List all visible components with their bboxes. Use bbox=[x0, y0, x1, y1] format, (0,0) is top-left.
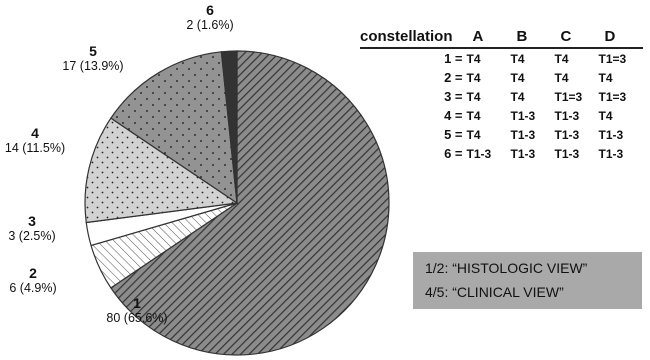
slice-label-6: 6 2 (1.6%) bbox=[180, 3, 240, 33]
slice-number-1: 1 bbox=[133, 295, 141, 311]
slice-label-2: 2 6 (4.9%) bbox=[2, 266, 64, 296]
view-legend-box: 1/2: “HISTOLOGIC VIEW” 4/5: “CLINICAL VI… bbox=[413, 252, 642, 309]
table-cell: T4 bbox=[466, 89, 481, 104]
slice-number-6: 6 bbox=[206, 2, 214, 18]
row-key: 1 = bbox=[444, 51, 463, 66]
table-cell: T1-3 bbox=[510, 146, 536, 161]
table-cell: T1-3 bbox=[598, 127, 624, 142]
table-row: 2 = T4 T4 T4 T4 bbox=[360, 68, 643, 87]
slice-value-3: 3 (2.5%) bbox=[8, 229, 56, 243]
table-row: 4 = T4 T1-3 T1-3 T4 bbox=[360, 106, 643, 125]
table-header: A bbox=[466, 28, 511, 49]
table-cell: T1=3 bbox=[598, 89, 627, 104]
table-cell: T4 bbox=[466, 70, 481, 85]
pie-slice-1 bbox=[110, 50, 390, 356]
table-cell: T1-3 bbox=[466, 146, 492, 161]
slice-label-5: 5 17 (13.9%) bbox=[58, 44, 128, 74]
table-cell: T1=3 bbox=[598, 51, 627, 66]
table-cell: T1-3 bbox=[554, 127, 580, 142]
table-row: 1 = T4 T4 T4 T1=3 bbox=[360, 48, 643, 68]
table-header: D bbox=[598, 28, 643, 49]
table-cell: T1-3 bbox=[598, 146, 624, 161]
slice-number-3: 3 bbox=[28, 213, 36, 229]
table-header: constellation bbox=[360, 28, 467, 49]
table-cell: T1-3 bbox=[510, 108, 536, 123]
slice-number-5: 5 bbox=[89, 43, 97, 59]
table-cell: T4 bbox=[598, 108, 613, 123]
table-cell: T4 bbox=[466, 51, 481, 66]
table-cell: T1-3 bbox=[554, 146, 580, 161]
table-header-row: constellation A B C D bbox=[360, 28, 643, 49]
table-cell: T4 bbox=[554, 70, 569, 85]
slice-value-2: 6 (4.9%) bbox=[9, 281, 57, 295]
table-cell: T1-3 bbox=[554, 108, 580, 123]
table-row: 3 = T4 T4 T1=3 T1=3 bbox=[360, 87, 643, 106]
table-row: 6 = T1-3 T1-3 T1-3 T1-3 bbox=[360, 144, 643, 163]
table-header: B bbox=[510, 28, 555, 49]
pie-slice-4 bbox=[84, 117, 239, 224]
slice-value-5: 17 (13.9%) bbox=[62, 59, 124, 73]
row-key: 2 = bbox=[444, 70, 463, 85]
slice-number-2: 2 bbox=[29, 265, 37, 281]
slice-number-4: 4 bbox=[31, 125, 39, 141]
table-cell: T4 bbox=[598, 70, 613, 85]
table-header: C bbox=[554, 28, 599, 49]
clinical-view-label: 4/5: “CLINICAL VIEW” bbox=[425, 284, 564, 300]
constellation-table: constellation A B C D 1 = T4 T4 T4 T1=3 … bbox=[360, 28, 643, 163]
row-key: 3 = bbox=[444, 89, 463, 104]
table-cell: T4 bbox=[510, 89, 525, 104]
row-key: 6 = bbox=[444, 146, 463, 161]
slice-value-4: 14 (11.5%) bbox=[4, 141, 66, 155]
slice-label-1: 1 80 (65.6%) bbox=[102, 296, 172, 326]
slice-value-1: 80 (65.6%) bbox=[106, 311, 168, 325]
table-cell: T4 bbox=[510, 51, 525, 66]
table-cell: T4 bbox=[466, 108, 481, 123]
table-row: 5 = T4 T1-3 T1-3 T1-3 bbox=[360, 125, 643, 144]
table-cell: T4 bbox=[510, 70, 525, 85]
table-cell: T4 bbox=[466, 127, 481, 142]
slice-label-4: 4 14 (11.5%) bbox=[0, 126, 70, 156]
histologic-view-label: 1/2: “HISTOLOGIC VIEW” bbox=[425, 260, 588, 276]
pie-slice-5 bbox=[110, 51, 238, 205]
table-cell: T1-3 bbox=[510, 127, 536, 142]
slice-label-3: 3 3 (2.5%) bbox=[2, 214, 62, 244]
row-key: 4 = bbox=[444, 108, 463, 123]
pie-slice-6 bbox=[220, 50, 238, 204]
row-key: 5 = bbox=[444, 127, 463, 142]
slice-value-6: 2 (1.6%) bbox=[186, 18, 234, 32]
table-cell: T4 bbox=[554, 51, 569, 66]
table-cell: T1=3 bbox=[554, 89, 583, 104]
